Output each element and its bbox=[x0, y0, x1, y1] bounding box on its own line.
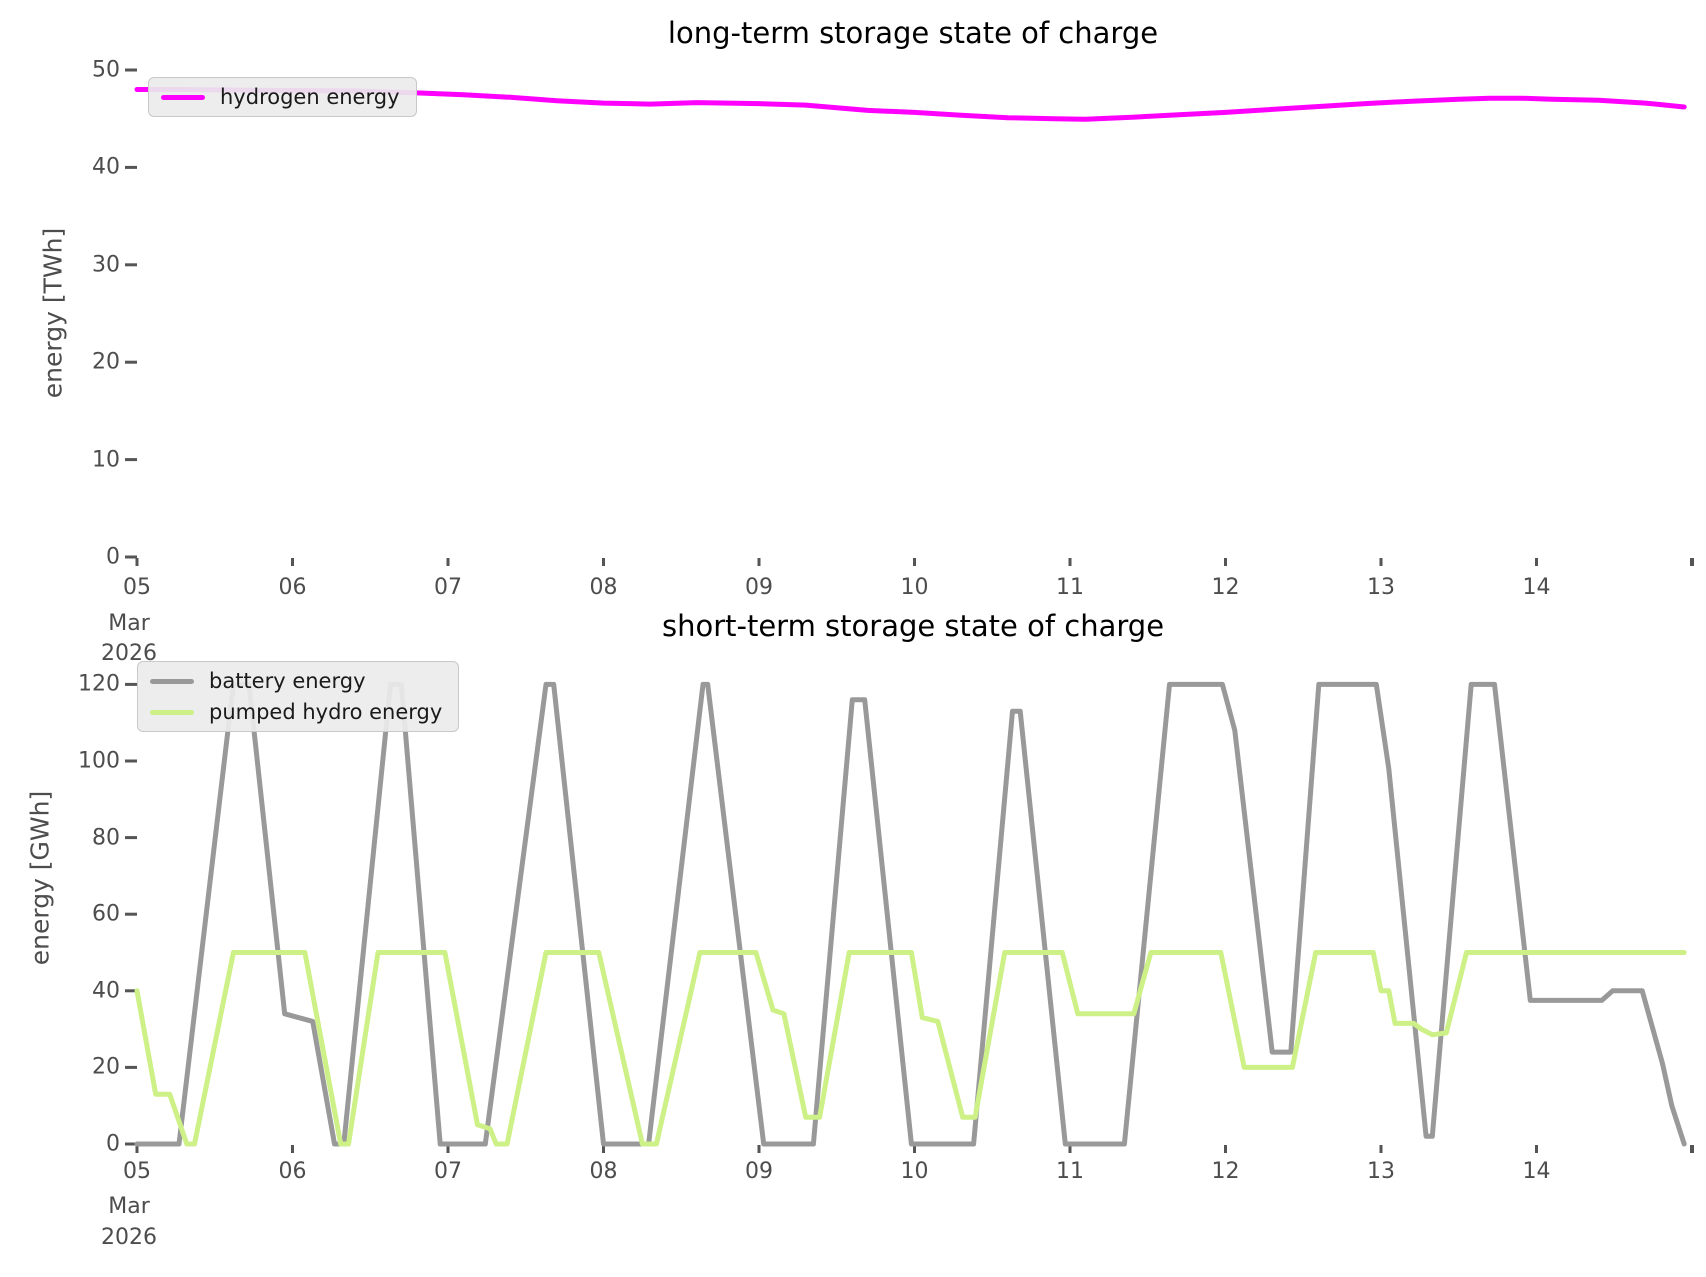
long-term-x-tick-label: 05 bbox=[123, 575, 151, 600]
long-term-chart-title: long-term storage state of charge bbox=[667, 16, 1159, 50]
legend-item: battery energy bbox=[150, 669, 442, 693]
long-term-y-tick-label: 50 bbox=[92, 57, 120, 83]
legend-item-label: battery energy bbox=[209, 669, 366, 693]
short-term-x-tick-label: 10 bbox=[900, 1159, 929, 1184]
battery-energy-line bbox=[134, 681, 1687, 1147]
short-term-y-tick-label: 0 bbox=[106, 1131, 120, 1157]
long-term-x-tick-label: 11 bbox=[1056, 575, 1084, 600]
pumped-hydro-energy-swatch-icon bbox=[150, 709, 194, 715]
legend-item-label: pumped hydro energy bbox=[209, 700, 443, 724]
long-term-y-tick-label: 10 bbox=[92, 447, 120, 473]
short-term-x-axis-date-sublabel: Mar bbox=[108, 1194, 150, 1219]
long-term-x-tick-label: 06 bbox=[278, 575, 307, 600]
hydrogen-energy-line bbox=[134, 87, 1687, 122]
long-term-x-tick-label: 09 bbox=[745, 575, 773, 600]
long-term-y-tick-label: 30 bbox=[92, 252, 120, 278]
hydrogen-energy-swatch-icon bbox=[161, 94, 205, 100]
long-term-y-tick-label: 40 bbox=[92, 154, 120, 180]
short-term-x-axis-date-sublabel: 2026 bbox=[101, 1225, 157, 1250]
battery-energy-swatch-icon bbox=[150, 678, 194, 684]
short-term-x-tick-label: 14 bbox=[1522, 1159, 1551, 1184]
short-term-y-tick-label: 20 bbox=[92, 1054, 120, 1080]
short-term-x-tick-label: 07 bbox=[434, 1159, 462, 1184]
short-term-y-tick-label: 120 bbox=[78, 671, 120, 697]
long-term-x-axis-date-sublabel: Mar bbox=[108, 611, 150, 636]
long-term-x-tick-label: 13 bbox=[1367, 575, 1395, 600]
short-term-x-tick-label: 12 bbox=[1211, 1159, 1240, 1184]
long-term-x-tick-label: 12 bbox=[1211, 575, 1240, 600]
legend-item: hydrogen energy bbox=[161, 85, 400, 109]
short-term-y-axis-label: energy [GWh] bbox=[25, 790, 55, 966]
long-term-x-tick-label: 07 bbox=[434, 575, 462, 600]
long-term-y-axis-label: energy [TWh] bbox=[38, 227, 68, 399]
short-term-x-tick-label: 11 bbox=[1056, 1159, 1084, 1184]
long-term-y-tick-label: 20 bbox=[92, 349, 120, 375]
short-term-y-tick-label: 80 bbox=[92, 825, 120, 851]
long-term-x-tick-label: 10 bbox=[900, 575, 929, 600]
short-term-x-tick-label: 09 bbox=[745, 1159, 773, 1184]
long-term-x-tick-label: 14 bbox=[1522, 575, 1551, 600]
short-term-x-tick-label: 08 bbox=[589, 1159, 618, 1184]
short-term-y-tick-label: 100 bbox=[78, 748, 120, 774]
short-term-x-tick-label: 06 bbox=[278, 1159, 307, 1184]
long-term-y-tick-label: 0 bbox=[106, 544, 120, 570]
legend-item: pumped hydro energy bbox=[150, 700, 442, 724]
legend-item-label: hydrogen energy bbox=[220, 85, 400, 109]
pumped-hydro-energy-line bbox=[134, 950, 1687, 1147]
short-term-y-tick-label: 40 bbox=[92, 978, 120, 1004]
long-term-legend: hydrogen energy bbox=[148, 77, 417, 117]
short-term-x-tick-label: 05 bbox=[123, 1159, 151, 1184]
short-term-y-tick-label: 60 bbox=[92, 901, 120, 927]
short-term-legend: battery energy pumped hydro energy bbox=[137, 661, 460, 732]
short-term-chart-title: short-term storage state of charge bbox=[661, 609, 1165, 643]
short-term-x-tick-label: 13 bbox=[1367, 1159, 1395, 1184]
long-term-x-tick-label: 08 bbox=[589, 575, 618, 600]
